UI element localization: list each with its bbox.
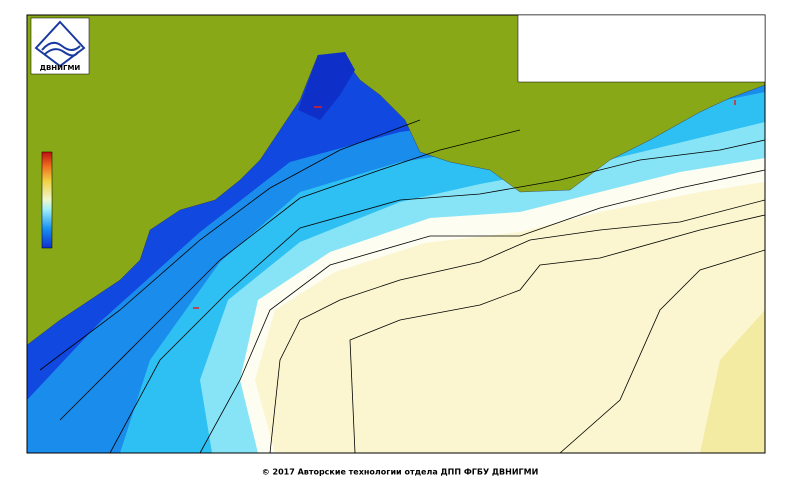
map-area [27, 15, 765, 453]
station-markers [193, 100, 736, 309]
colorbar [41, 151, 53, 249]
footer: © 2017 Авторские технологии отдела ДПП Ф… [262, 468, 539, 477]
contours [39, 119, 765, 453]
logo-text: ДВНИГМИ [40, 64, 81, 72]
frame [26, 14, 766, 454]
bay [298, 52, 355, 120]
logo: ДВНИГМИ [30, 17, 90, 75]
title-box [517, 14, 766, 83]
sea-highest [700, 310, 765, 453]
